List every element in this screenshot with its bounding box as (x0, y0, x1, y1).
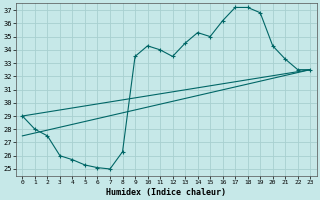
X-axis label: Humidex (Indice chaleur): Humidex (Indice chaleur) (106, 188, 226, 197)
